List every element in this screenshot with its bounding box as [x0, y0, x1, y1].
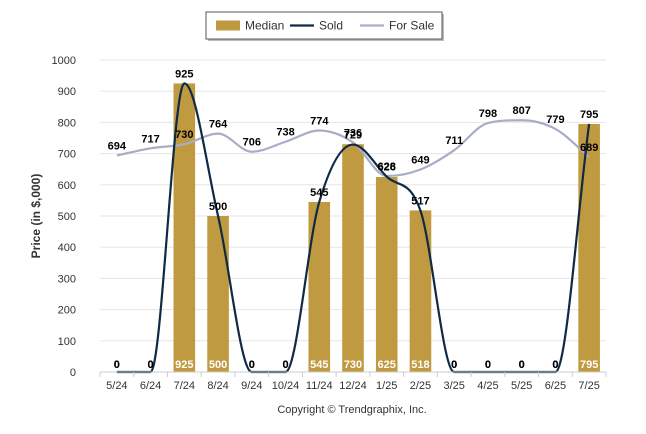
for-sale-data-label: 798	[479, 108, 497, 120]
sold-data-label: 0	[114, 359, 120, 371]
x-tick-label: 12/24	[339, 380, 367, 392]
for-sale-data-label: 730	[175, 129, 193, 141]
sold-data-label: 545	[310, 187, 328, 199]
sold-data-label: 626	[378, 162, 396, 174]
y-axis-title: Price (in $,000)	[29, 174, 43, 259]
median-bar	[409, 210, 432, 372]
median-bar	[308, 201, 331, 372]
median-bar-label: 0	[249, 359, 255, 371]
legend-box	[205, 11, 443, 40]
median-bars	[173, 83, 600, 373]
median-bar-label: 0	[485, 359, 491, 371]
x-tick-label: 7/24	[174, 380, 195, 392]
for-sale-data-label: 774	[310, 116, 329, 128]
x-tick-label: 1/25	[376, 380, 397, 392]
y-tick-label: 0	[70, 367, 76, 379]
for-sale-data-label: 689	[580, 142, 598, 154]
y-tick-label: 700	[58, 149, 76, 161]
for-sale-data-label: 736	[344, 127, 362, 139]
median-bar-label: 0	[519, 359, 525, 371]
median-bar	[342, 144, 364, 372]
legend-label: Sold	[319, 19, 343, 33]
median-bar-label: 0	[148, 359, 154, 371]
y-tick-label: 500	[58, 211, 76, 223]
sold-data-label: 0	[282, 359, 288, 371]
median-bar	[375, 177, 398, 372]
x-tick-label: 8/24	[207, 380, 228, 392]
y-tick-label: 200	[58, 305, 76, 317]
median-bar-label: 0	[451, 359, 457, 371]
for-sale-data-label: 717	[141, 133, 159, 145]
sold-data-label: 517	[411, 196, 429, 208]
legend-label: Median	[245, 19, 284, 33]
x-tick-label: 9/24	[241, 380, 262, 392]
median-bar-label: 795	[580, 359, 598, 371]
y-tick-label: 600	[58, 180, 76, 192]
x-tick-label: 3/25	[443, 380, 464, 392]
y-tick-label: 1000	[52, 55, 76, 67]
median-bar	[578, 123, 600, 373]
x-tick-label: 5/24	[106, 380, 127, 392]
median-bar-label: 500	[209, 359, 227, 371]
x-tick-label: 2/25	[410, 380, 431, 392]
for-sale-data-label: 711	[445, 135, 463, 147]
for-sale-line	[116, 119, 590, 178]
legend-label: For Sale	[389, 19, 435, 33]
sold-data-label: 795	[580, 109, 598, 121]
median-bar-label: 0	[552, 359, 558, 371]
x-tick-label: 5/25	[511, 380, 532, 392]
data-labels: 0 0 925 500 0 0 545 730 625 518 0 0 0 0 795 694 717 730 76…	[108, 68, 599, 371]
x-tick-label: 4/25	[477, 380, 498, 392]
axes: 0 100 200 300 400 500 600 700 800 900 1000 5/24 6/24…	[52, 55, 607, 392]
median-bar-label: 0	[282, 359, 288, 371]
y-tick-label: 400	[58, 242, 76, 254]
median-bar-label: 925	[175, 359, 193, 371]
for-sale-data-label: 649	[411, 155, 429, 167]
x-tick-label: 10/24	[272, 380, 300, 392]
sold-data-label: 925	[175, 68, 193, 80]
sold-data-label: 0	[451, 359, 457, 371]
y-tick-label: 800	[58, 117, 76, 129]
median-bar-label: 625	[378, 359, 396, 371]
median-bar-label: 730	[344, 359, 362, 371]
legend: Median Sold For Sale	[205, 11, 444, 41]
sold-data-label: 0	[485, 359, 491, 371]
legend-swatch-median	[216, 20, 240, 31]
sold-data-label: 500	[209, 201, 227, 213]
x-tick-label: 7/25	[578, 380, 599, 392]
sold-data-label: 0	[148, 359, 154, 371]
median-bar	[173, 83, 196, 373]
median-bar-label: 545	[310, 359, 328, 371]
sold-data-label: 0	[552, 359, 558, 371]
for-sale-data-label: 779	[546, 114, 564, 126]
for-sale-data-label: 738	[276, 127, 294, 139]
median-bar-label: 518	[411, 359, 429, 371]
for-sale-data-label: 706	[243, 137, 261, 149]
x-tick-label: 6/24	[140, 380, 161, 392]
sold-data-label: 0	[519, 359, 525, 371]
x-tick-label: 11/24	[306, 380, 333, 392]
for-sale-data-label: 807	[512, 105, 530, 117]
median-bar-label: 0	[114, 359, 120, 371]
for-sale-data-label: 764	[209, 119, 228, 131]
copyright-credit: Copyright © Trendgraphix, Inc.	[277, 404, 426, 416]
for-sale-data-label: 694	[108, 140, 127, 152]
median-bar	[207, 216, 229, 372]
sold-data-label: 729	[344, 130, 362, 142]
y-tick-label: 100	[58, 336, 76, 348]
sold-data-label: 0	[249, 359, 255, 371]
y-tick-label: 900	[58, 86, 76, 98]
x-tick-label: 6/25	[545, 380, 566, 392]
for-sale-data-label: 628	[378, 161, 396, 173]
y-tick-label: 300	[58, 273, 76, 285]
